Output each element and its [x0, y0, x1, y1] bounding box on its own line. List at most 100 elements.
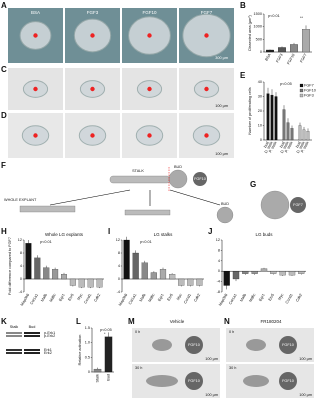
y-tick-label: 0 — [260, 138, 262, 142]
x-tick-label: Etv5 — [167, 293, 174, 302]
panel-letter: N — [224, 317, 230, 326]
bar — [290, 128, 294, 141]
x-tick-label: BSA — [264, 53, 271, 62]
x-tick-label: FGF7 — [299, 53, 307, 63]
panel-letter: F — [1, 161, 6, 170]
bead-label: FGF10 — [282, 343, 294, 347]
x-tick-label: Etv5 — [268, 293, 275, 302]
annotation: p<0.01 — [40, 240, 52, 244]
bead — [279, 336, 297, 354]
y-tick-label: 1000 — [254, 25, 262, 29]
bud — [168, 169, 188, 189]
bar — [298, 271, 305, 274]
x-tick-label: Cdk2 — [295, 293, 303, 303]
bar — [34, 257, 41, 280]
bar — [306, 131, 310, 141]
bar — [169, 274, 176, 280]
bar — [242, 271, 249, 274]
band-label: p-Erk2 — [44, 334, 55, 338]
bead — [33, 133, 38, 138]
x-tick-label: FGF10 — [286, 53, 295, 65]
image-label: BSA — [31, 10, 40, 15]
x-tick-label: Egr1 — [58, 293, 65, 302]
bar — [278, 47, 287, 53]
image-label: FGF3 — [87, 10, 99, 15]
legend-label: FGF3 — [304, 94, 314, 98]
y-tick-label: 0.5 — [85, 355, 90, 359]
x-tick-label: Myc — [77, 293, 84, 301]
stalk-piece — [124, 209, 171, 216]
annotation: * — [104, 332, 106, 336]
bead-label: FGF10 — [282, 379, 294, 383]
time-label: 0 h — [135, 330, 140, 334]
band-label: p-Erk1 — [44, 331, 55, 335]
x-tick-label: Bud — [107, 374, 111, 381]
legend-swatch — [299, 93, 304, 98]
arrow — [169, 189, 221, 206]
chart-title: LG buds — [255, 232, 273, 237]
bar — [288, 271, 296, 276]
bar — [132, 252, 139, 280]
bar — [78, 278, 85, 288]
x-tick-label: Mafb — [139, 293, 147, 302]
scale-label: 300 µm — [215, 56, 228, 60]
bar — [223, 271, 230, 286]
y-tick-label: 10 — [258, 124, 262, 128]
y-tick-label: 1.5 — [85, 326, 90, 330]
bar — [298, 125, 302, 141]
x-tick-label: Myc — [277, 293, 284, 301]
explant — [19, 205, 76, 213]
x-tick-label: Col1a1 — [30, 293, 39, 305]
panel-letter: E — [240, 71, 246, 80]
y-tick-label: 500 — [256, 37, 262, 41]
y-tick-label: 30 — [258, 95, 262, 99]
explant — [246, 339, 266, 351]
x-tick-label: Egr1 — [157, 293, 164, 302]
bar — [251, 271, 258, 274]
band-label: Erk1 — [44, 348, 52, 352]
bead — [33, 33, 38, 38]
bar — [159, 269, 167, 280]
y-tick-label: 8 — [20, 251, 22, 255]
band-label: Erk2 — [44, 351, 52, 355]
x-tick-label: Etv5 — [67, 293, 74, 302]
panel-letter: K — [1, 317, 7, 326]
chart-title: Whole LG explants — [45, 232, 84, 237]
time-label: 0 h — [229, 330, 234, 334]
panel-letter: I — [108, 227, 110, 236]
y-tick-label: 1500 — [254, 12, 262, 16]
y-tick-label: -8 — [217, 290, 220, 294]
bar — [270, 271, 277, 274]
scale-label: 100 µm — [215, 104, 228, 108]
bar — [302, 29, 311, 53]
bar — [270, 94, 274, 141]
x-tick-label: Mdfic — [148, 293, 156, 303]
y-tick-label: 0 — [118, 277, 120, 281]
bar — [266, 93, 270, 141]
x-tick-label: Stalk — [96, 374, 100, 383]
x-tick-label: Cdk2 — [93, 293, 101, 303]
bar — [150, 272, 157, 280]
legend-label: FGF10 — [304, 89, 316, 93]
x-tick-label: Ccnd1 — [83, 293, 92, 305]
y-tick-label: -4 — [117, 290, 120, 294]
bar — [69, 278, 76, 286]
panel-letter: D — [1, 111, 7, 120]
x-tick-label: D. stalk — [280, 141, 290, 154]
x-tick-label: Col1a1 — [128, 293, 137, 305]
x-tick-label: D. stalk — [264, 141, 274, 154]
bar — [52, 269, 59, 280]
x-tick-label: Col1a1 — [228, 293, 237, 305]
bead-fgf10 — [193, 172, 207, 186]
image-label: FGF10 — [142, 10, 157, 15]
panel-letter: A — [1, 1, 7, 10]
bar — [61, 274, 67, 280]
bar — [187, 278, 194, 286]
panel-letter: G — [250, 180, 256, 189]
band — [6, 352, 22, 354]
bead — [90, 33, 95, 38]
panel-letter: J — [208, 227, 212, 236]
bead-label: FGF7 — [293, 203, 303, 207]
bar — [286, 122, 290, 141]
